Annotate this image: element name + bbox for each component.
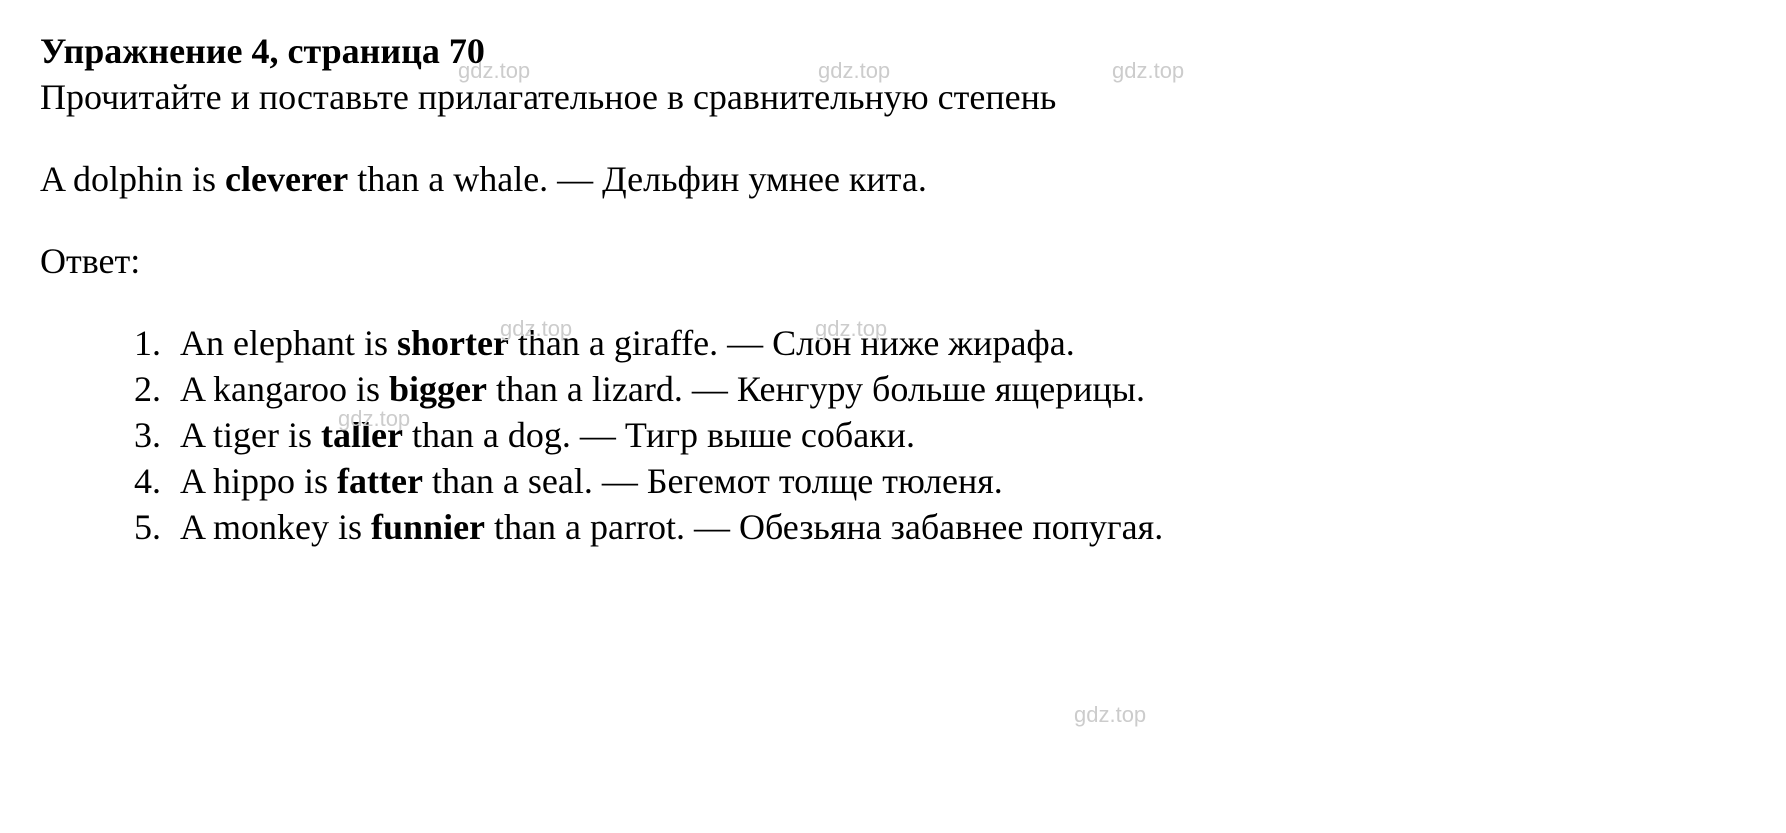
answer-bold: shorter	[397, 323, 509, 363]
answer-prefix: A tiger is	[180, 415, 321, 455]
answer-prefix: A monkey is	[180, 507, 371, 547]
answer-suffix: than a dog. — Тигр выше собаки.	[403, 415, 915, 455]
answer-bold: fatter	[337, 461, 423, 501]
answer-suffix: than a giraffe. — Слон ниже жирафа.	[509, 323, 1075, 363]
answers-list: An elephant is shorter than a giraffe. —…	[40, 322, 1746, 548]
exercise-title: Упражнение 4, страница 70	[40, 30, 1746, 72]
answer-prefix: A hippo is	[180, 461, 337, 501]
example-sentence: A dolphin is cleverer than a whale. — Де…	[40, 158, 1746, 200]
answer-item: A hippo is fatter than a seal. — Бегемот…	[170, 460, 1746, 502]
answer-item: A tiger is taller than a dog. — Тигр выш…	[170, 414, 1746, 456]
example-suffix: than a whale. — Дельфин умнее кита.	[348, 159, 927, 199]
instruction-text: Прочитайте и поставьте прилагательное в …	[40, 76, 1746, 118]
answer-label: Ответ:	[40, 240, 1746, 282]
answer-prefix: A kangaroo is	[180, 369, 389, 409]
answer-suffix: than a seal. — Бегемот толще тюленя.	[423, 461, 1003, 501]
example-bold: cleverer	[225, 159, 348, 199]
answer-bold: taller	[321, 415, 403, 455]
answer-suffix: than a lizard. — Кенгуру больше ящерицы.	[487, 369, 1145, 409]
answer-prefix: An elephant is	[180, 323, 397, 363]
answer-bold: bigger	[389, 369, 487, 409]
answer-item: An elephant is shorter than a giraffe. —…	[170, 322, 1746, 364]
watermark: gdz.top	[1074, 702, 1146, 728]
answer-bold: funnier	[371, 507, 485, 547]
answer-suffix: than a parrot. — Обезьяна забавнее попуг…	[485, 507, 1163, 547]
example-prefix: A dolphin is	[40, 159, 225, 199]
answer-item: A monkey is funnier than a parrot. — Обе…	[170, 506, 1746, 548]
answer-item: A kangaroo is bigger than a lizard. — Ке…	[170, 368, 1746, 410]
